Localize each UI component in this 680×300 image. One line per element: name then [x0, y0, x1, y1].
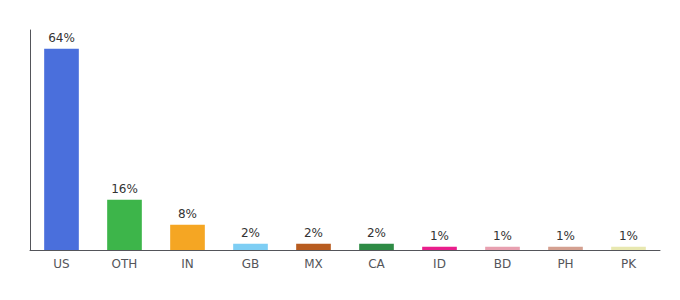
svg-text:CA: CA	[368, 257, 385, 271]
svg-text:ID: ID	[433, 257, 446, 271]
svg-text:1%: 1%	[619, 229, 638, 243]
svg-text:1%: 1%	[493, 229, 512, 243]
svg-text:PH: PH	[557, 257, 573, 271]
svg-text:OTH: OTH	[112, 257, 138, 271]
svg-text:GB: GB	[242, 257, 260, 271]
svg-text:8%: 8%	[178, 207, 197, 221]
svg-text:PK: PK	[621, 257, 637, 271]
svg-text:2%: 2%	[367, 226, 386, 240]
svg-text:2%: 2%	[304, 226, 323, 240]
svg-text:1%: 1%	[430, 229, 449, 243]
svg-text:16%: 16%	[111, 182, 138, 196]
svg-text:IN: IN	[181, 257, 194, 271]
svg-text:US: US	[53, 257, 69, 271]
svg-text:64%: 64%	[48, 31, 75, 45]
svg-text:MX: MX	[304, 257, 323, 271]
svg-text:2%: 2%	[241, 226, 260, 240]
svg-text:1%: 1%	[556, 229, 575, 243]
svg-text:BD: BD	[494, 257, 511, 271]
